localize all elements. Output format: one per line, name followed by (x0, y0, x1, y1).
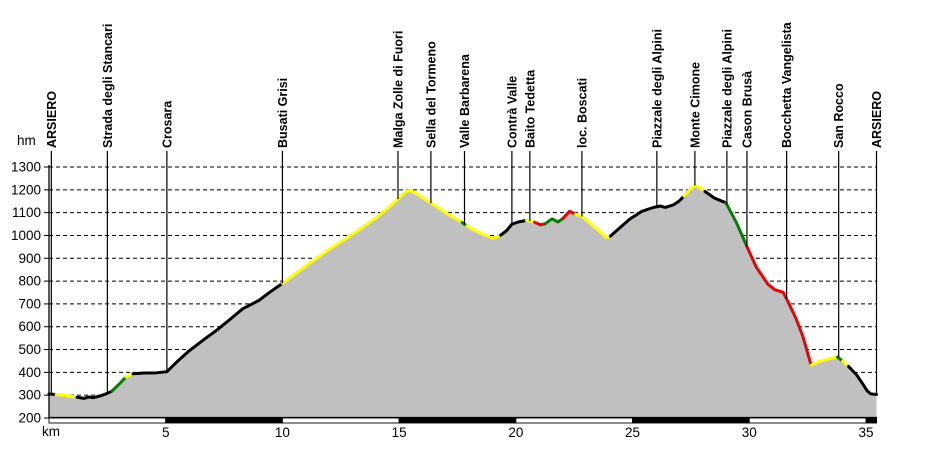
waypoint-label: Baito Tedetta (523, 69, 537, 148)
profile-segment-red (745, 245, 813, 367)
profile-segment-green (724, 201, 749, 249)
waypoint-label: Crosara (160, 100, 174, 148)
scale-bar-segment-white (748, 417, 867, 424)
scale-bar-segment-white (515, 417, 634, 424)
x-tick-label: 35 (858, 425, 873, 440)
waypoint-label: Monte Cimone (688, 62, 702, 148)
waypoint-label: Contrà Valle (505, 76, 519, 148)
y-tick-label: 1200 (11, 182, 41, 197)
profile-line-segments (47, 183, 879, 400)
profile-segment-red (533, 220, 547, 227)
distance-scale-bar (48, 417, 877, 424)
waypoint-lines (50, 151, 878, 395)
profile-segment-yellow (573, 212, 612, 240)
x-tick-label: 30 (742, 425, 757, 440)
waypoint-label: Bocchetta Vangelista (780, 21, 794, 148)
profile-segment-yellow (280, 189, 464, 285)
profile-segment-black (846, 364, 879, 396)
x-tick-label: 20 (508, 425, 523, 440)
y-tick-label: 800 (18, 274, 41, 289)
y-tick-label: 1000 (11, 228, 41, 243)
y-tick-label: 600 (18, 319, 41, 334)
profile-segment-yellow (809, 355, 840, 367)
profile-segment-black (75, 389, 114, 400)
y-tick-label: 200 (18, 411, 41, 426)
scale-bar-segment-black (398, 417, 517, 424)
waypoint-label: Sella del Tormeno (424, 41, 438, 148)
y-tick-label: 700 (18, 296, 41, 311)
x-axis-unit-label: km (42, 424, 60, 439)
elevation-area-fill (49, 185, 877, 418)
profile-segment-black (131, 281, 284, 376)
waypoint-label: Cason Brusà (740, 71, 754, 148)
scale-bar-segment-black (632, 417, 750, 424)
x-axis: 5 10 15 20 25 30 35 (49, 416, 877, 440)
profile-segment-green (110, 375, 128, 393)
waypoint-label: ARSIERO (45, 91, 59, 148)
waypoint-label: San Rocco (832, 83, 846, 148)
waypoint-label: loc. Boscati (575, 78, 589, 148)
profile-segment-black (703, 189, 728, 205)
waypoint-label: Busati Grisi (276, 78, 290, 148)
scale-bar-segment-black (165, 417, 283, 424)
waypoint-label: Valle Barbarena (458, 53, 472, 148)
profile-segment-yellow (465, 224, 503, 240)
profile-segment-red (561, 209, 577, 221)
scale-bar-segment-white (281, 417, 400, 424)
y-tick-label: 900 (18, 251, 41, 266)
waypoint-label: Malga Zolle di Fuori (391, 31, 405, 148)
profile-segment-yellow (54, 392, 79, 399)
y-tick-label: 1300 (11, 160, 41, 175)
x-tick-label: 5 (162, 425, 170, 440)
y-axis-unit-label: hm (17, 133, 36, 148)
waypoint-labels: ARSIERO Strada degli Stancari Crosara Busat… (45, 21, 884, 148)
waypoint-label: Strada degli Stancari (101, 24, 115, 148)
elevation-area (49, 185, 877, 418)
waypoint-label: Piazzale degli Alpini (650, 29, 664, 148)
profile-segment-green (543, 217, 565, 226)
y-axis: 200 300 400 500 600 700 800 900 1000 1100 1200 1300 (11, 160, 50, 426)
y-tick-label: 400 (18, 365, 41, 380)
y-tick-label: 1100 (12, 205, 41, 220)
x-tick-label: 10 (275, 425, 290, 440)
x-tick-label: 15 (392, 425, 407, 440)
y-tick-label: 500 (18, 342, 41, 357)
waypoint-label: Piazzale degli Alpini (720, 29, 734, 148)
scale-bar-segment-black (865, 417, 877, 424)
x-tick-label: 25 (625, 425, 640, 440)
waypoint-label: ARSIERO (870, 91, 884, 148)
y-tick-label: 300 (18, 388, 41, 403)
profile-segment-black (608, 194, 686, 238)
scale-bar-segment-white (48, 417, 167, 424)
